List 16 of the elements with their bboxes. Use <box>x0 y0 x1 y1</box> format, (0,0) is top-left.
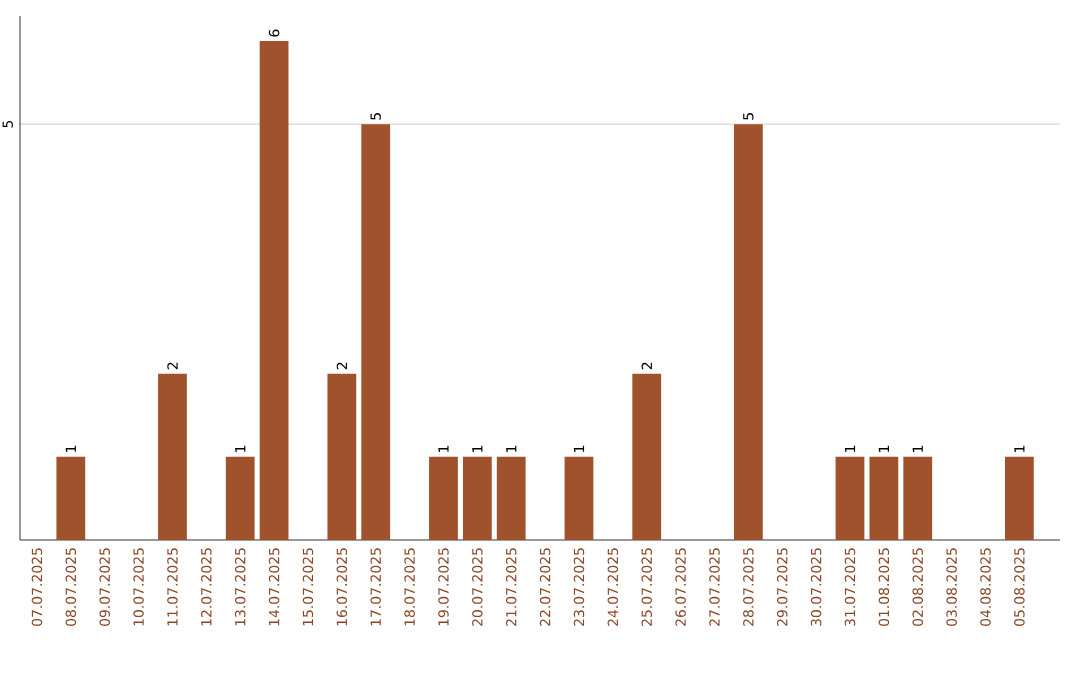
bar <box>259 40 289 540</box>
bar <box>361 124 391 540</box>
bar <box>158 373 187 540</box>
bar <box>429 456 458 540</box>
bar <box>869 456 899 540</box>
bar <box>733 124 763 540</box>
bar <box>564 456 594 540</box>
bar <box>903 456 933 540</box>
bar <box>462 456 492 540</box>
bar <box>327 373 357 540</box>
bar <box>56 456 86 540</box>
bar <box>632 373 662 540</box>
bar <box>225 456 255 540</box>
bar <box>835 456 865 540</box>
bar <box>496 456 526 540</box>
bar <box>1004 456 1034 540</box>
